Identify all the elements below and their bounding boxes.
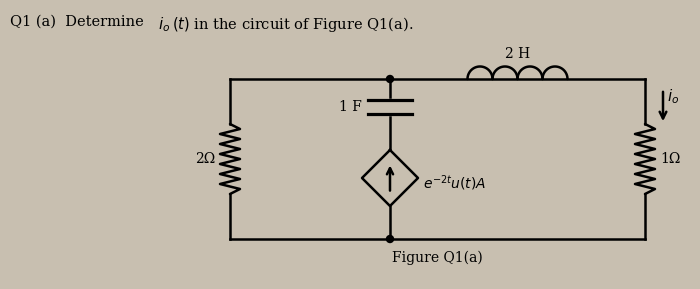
Text: Q1 (a)  Determine: Q1 (a) Determine [10,15,148,29]
Text: $(t)$ in the circuit of Figure Q1(a).: $(t)$ in the circuit of Figure Q1(a). [172,15,413,34]
Circle shape [386,75,393,82]
Circle shape [386,236,393,242]
Text: $i_o$: $i_o$ [667,87,679,106]
Text: $i_o$: $i_o$ [158,15,170,34]
Text: 2Ω: 2Ω [195,152,215,166]
Text: Figure Q1(a): Figure Q1(a) [392,251,483,265]
Text: 1Ω: 1Ω [660,152,680,166]
Text: 2 H: 2 H [505,47,530,61]
Text: $e^{-2t}u(t)A$: $e^{-2t}u(t)A$ [423,173,486,193]
Text: 1 F: 1 F [339,100,362,114]
